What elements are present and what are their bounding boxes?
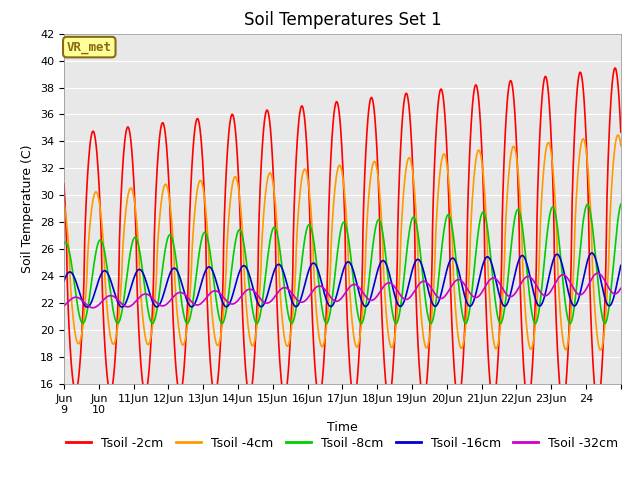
Text: VR_met: VR_met bbox=[67, 41, 112, 54]
Title: Soil Temperatures Set 1: Soil Temperatures Set 1 bbox=[244, 11, 441, 29]
Legend: Tsoil -2cm, Tsoil -4cm, Tsoil -8cm, Tsoil -16cm, Tsoil -32cm: Tsoil -2cm, Tsoil -4cm, Tsoil -8cm, Tsoi… bbox=[61, 432, 623, 455]
Y-axis label: Soil Temperature (C): Soil Temperature (C) bbox=[22, 144, 35, 273]
X-axis label: Time: Time bbox=[327, 421, 358, 434]
